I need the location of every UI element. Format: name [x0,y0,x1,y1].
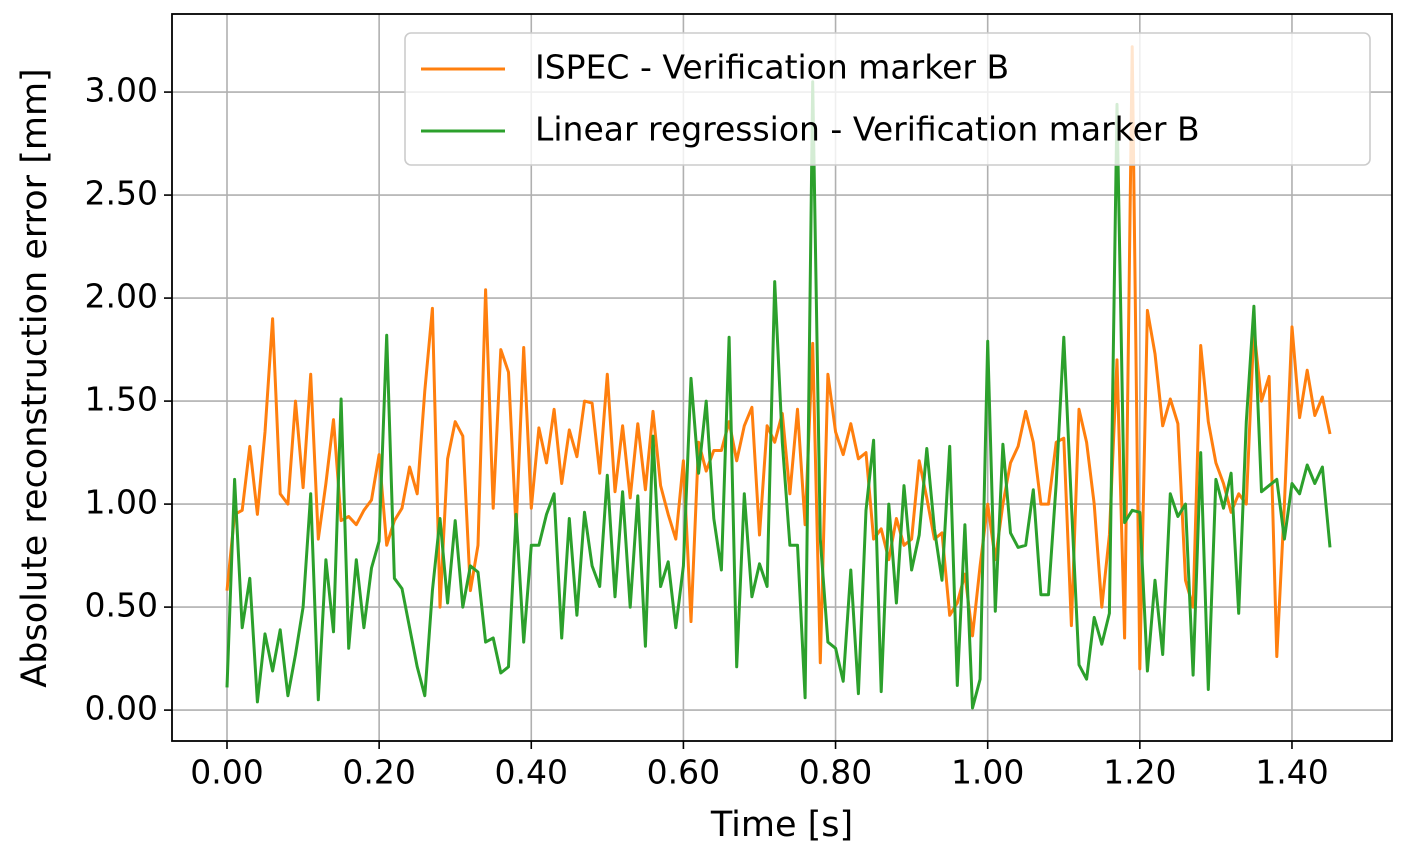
line [225,45,1332,671]
x-tick-label: 1.00 [951,753,1024,792]
y-tick-label: 0.50 [85,586,158,625]
y-tick-label: 1.00 [85,483,158,522]
y-tick-label: 1.50 [85,380,158,419]
line [225,80,1332,710]
x-tick-label: 1.40 [1255,753,1328,792]
x-tick-label: 1.20 [1103,753,1176,792]
legend-box [404,32,1371,166]
x-axis-label: Time [s] [710,805,853,845]
x-tick-label: 0.40 [495,753,568,792]
y-tick-label: 2.00 [85,277,158,316]
legend-label: Linear regression - Verification marker … [535,110,1200,149]
y-axis-label: Absolute reconstruction error [mm] [15,68,55,687]
x-tick-label: 0.80 [799,753,872,792]
y-tick-label: 0.00 [85,689,158,728]
x-tick-label: 0.20 [342,753,415,792]
legend: ISPEC - Verification marker B Linear regr… [404,32,1371,166]
x-tick-label: 0.60 [647,753,720,792]
y-tick-label: 2.50 [85,174,158,213]
y-tick-label: 3.00 [85,71,158,110]
legend-label: ISPEC - Verification marker B [535,48,1009,87]
x-tick-label: 0.00 [190,753,263,792]
plot-frame [171,13,1393,742]
